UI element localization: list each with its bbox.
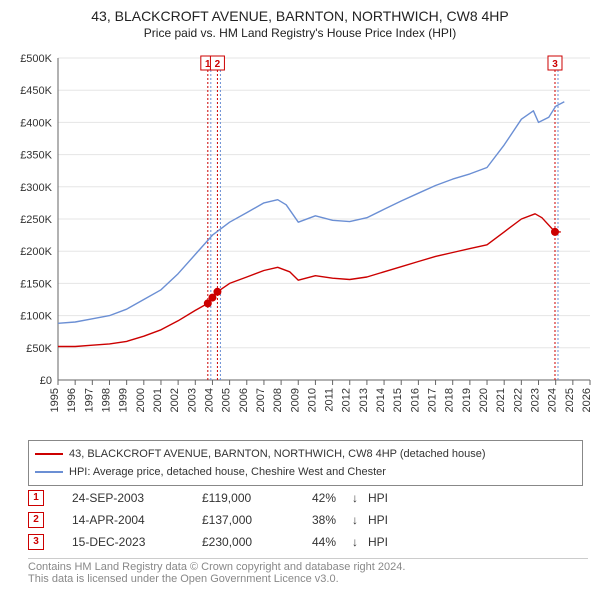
- legend-item-property: 43, BLACKCROFT AVENUE, BARNTON, NORTHWIC…: [35, 445, 576, 463]
- sale-pct-2: 38%: [312, 513, 352, 527]
- svg-text:2003: 2003: [186, 388, 198, 412]
- chart-title: 43, BLACKCROFT AVENUE, BARNTON, NORTHWIC…: [0, 0, 600, 24]
- svg-text:2009: 2009: [289, 388, 301, 412]
- sale-date-1: 24-SEP-2003: [72, 491, 202, 505]
- svg-text:2: 2: [215, 59, 221, 70]
- svg-text:£500K: £500K: [20, 53, 52, 65]
- sale-pct-1: 42%: [312, 491, 352, 505]
- svg-text:2015: 2015: [392, 388, 404, 412]
- svg-text:£250K: £250K: [20, 214, 52, 226]
- svg-text:2021: 2021: [495, 388, 507, 412]
- svg-text:2005: 2005: [221, 388, 233, 412]
- svg-text:£150K: £150K: [20, 278, 52, 290]
- svg-text:£450K: £450K: [20, 85, 52, 97]
- legend-label-property: 43, BLACKCROFT AVENUE, BARNTON, NORTHWIC…: [69, 448, 486, 460]
- svg-text:1997: 1997: [83, 388, 95, 412]
- sale-marker-3: 3: [28, 534, 44, 550]
- sale-date-2: 14-APR-2004: [72, 513, 202, 527]
- sale-dir-2: ↓: [352, 513, 368, 527]
- svg-text:2000: 2000: [135, 388, 147, 412]
- svg-text:2013: 2013: [358, 388, 370, 412]
- attribution-line1: Contains HM Land Registry data © Crown c…: [28, 561, 588, 573]
- sale-price-3: £230,000: [202, 535, 312, 549]
- legend-swatch-property: [35, 453, 63, 455]
- svg-text:2022: 2022: [512, 388, 524, 412]
- sales-list: 1 24-SEP-2003 £119,000 42% ↓ HPI 2 14-AP…: [28, 484, 583, 550]
- svg-text:2023: 2023: [530, 388, 542, 412]
- svg-text:2011: 2011: [324, 388, 336, 412]
- svg-text:3: 3: [552, 59, 558, 70]
- legend-box: 43, BLACKCROFT AVENUE, BARNTON, NORTHWIC…: [28, 440, 583, 486]
- svg-text:2008: 2008: [272, 388, 284, 412]
- svg-text:2002: 2002: [169, 388, 181, 412]
- svg-text:1995: 1995: [49, 388, 61, 412]
- svg-text:£50K: £50K: [26, 343, 52, 355]
- chart-subtitle: Price paid vs. HM Land Registry's House …: [0, 24, 600, 40]
- svg-text:1996: 1996: [66, 388, 78, 412]
- svg-text:£100K: £100K: [20, 311, 52, 323]
- sale-vs-3: HPI: [368, 535, 388, 549]
- svg-text:1998: 1998: [100, 388, 112, 412]
- svg-text:2019: 2019: [461, 388, 473, 412]
- legend-item-hpi: HPI: Average price, detached house, Ches…: [35, 463, 576, 481]
- svg-text:2012: 2012: [341, 388, 353, 412]
- svg-text:1999: 1999: [118, 388, 130, 412]
- sale-dir-1: ↓: [352, 491, 368, 505]
- sale-marker-2: 2: [28, 512, 44, 528]
- svg-text:£400K: £400K: [20, 117, 52, 129]
- sale-price-1: £119,000: [202, 491, 312, 505]
- sale-dir-3: ↓: [352, 535, 368, 549]
- svg-text:2018: 2018: [444, 388, 456, 412]
- svg-text:2001: 2001: [152, 388, 164, 412]
- svg-text:2025: 2025: [564, 388, 576, 412]
- svg-text:2016: 2016: [409, 388, 421, 412]
- attribution-line2: This data is licensed under the Open Gov…: [28, 573, 588, 585]
- sale-price-2: £137,000: [202, 513, 312, 527]
- svg-text:2010: 2010: [306, 388, 318, 412]
- svg-text:2014: 2014: [375, 388, 387, 412]
- attribution: Contains HM Land Registry data © Crown c…: [28, 558, 588, 585]
- sale-row-2: 2 14-APR-2004 £137,000 38% ↓ HPI: [28, 512, 583, 528]
- svg-text:2004: 2004: [203, 388, 215, 412]
- sale-pct-3: 44%: [312, 535, 352, 549]
- legend-label-hpi: HPI: Average price, detached house, Ches…: [69, 466, 386, 478]
- svg-text:2024: 2024: [547, 388, 559, 412]
- svg-text:2026: 2026: [581, 388, 593, 412]
- sale-vs-2: HPI: [368, 513, 388, 527]
- svg-text:2017: 2017: [427, 388, 439, 412]
- sale-row-1: 1 24-SEP-2003 £119,000 42% ↓ HPI: [28, 490, 583, 506]
- svg-text:£300K: £300K: [20, 182, 52, 194]
- sale-date-3: 15-DEC-2023: [72, 535, 202, 549]
- sale-marker-1: 1: [28, 490, 44, 506]
- sale-row-3: 3 15-DEC-2023 £230,000 44% ↓ HPI: [28, 534, 583, 550]
- svg-text:£350K: £350K: [20, 150, 52, 162]
- sale-vs-1: HPI: [368, 491, 388, 505]
- legend-swatch-hpi: [35, 471, 63, 473]
- svg-text:2020: 2020: [478, 388, 490, 412]
- svg-text:2006: 2006: [238, 388, 250, 412]
- price-chart: £0 £50K £100K £150K £200K £250K £300K £350K £400…: [0, 42, 600, 422]
- svg-text:£0: £0: [40, 375, 52, 387]
- svg-text:£200K: £200K: [20, 246, 52, 258]
- svg-text:2007: 2007: [255, 388, 267, 412]
